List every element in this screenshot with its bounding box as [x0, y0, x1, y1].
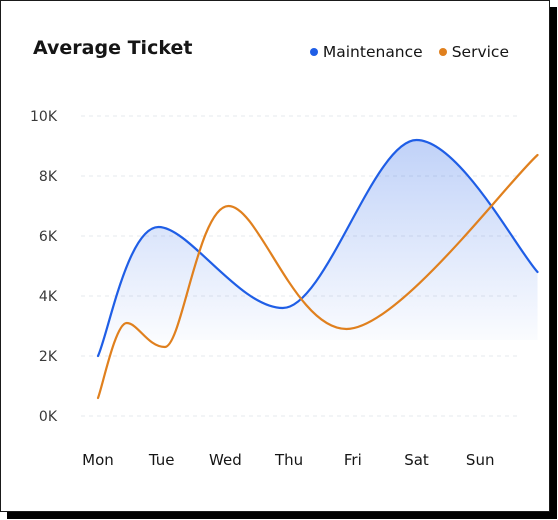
legend-dot-service [438, 48, 447, 56]
chart-title: Average Ticket [33, 37, 193, 59]
chart-legend: Maintenance Service [309, 43, 509, 61]
x-tick-label: Wed [209, 451, 242, 469]
legend-item-maintenance[interactable]: Maintenance [309, 43, 423, 61]
y-tick-label: 4K [39, 289, 58, 305]
x-tick-label: Sat [404, 451, 429, 469]
x-tick-label: Thu [274, 451, 303, 469]
x-tick-label: Mon [82, 451, 114, 469]
y-tick-label: 2K [39, 349, 58, 365]
legend-label-maintenance: Maintenance [322, 43, 423, 61]
service-line [96, 153, 539, 400]
x-tick-label: Tue [148, 451, 175, 469]
y-tick-label: 10K [30, 109, 58, 125]
legend-dot-maintenance [309, 48, 318, 56]
y-tick-label: 6K [39, 229, 58, 245]
legend-label-service: Service [451, 43, 509, 61]
x-tick-label: Fri [344, 451, 362, 469]
maintenance-area [98, 140, 538, 356]
y-tick-label: 8K [39, 169, 58, 185]
y-tick-label: 0K [39, 409, 58, 425]
maintenance-line [96, 138, 539, 358]
legend-item-service[interactable]: Service [438, 43, 509, 61]
x-tick-label: Sun [466, 451, 495, 469]
